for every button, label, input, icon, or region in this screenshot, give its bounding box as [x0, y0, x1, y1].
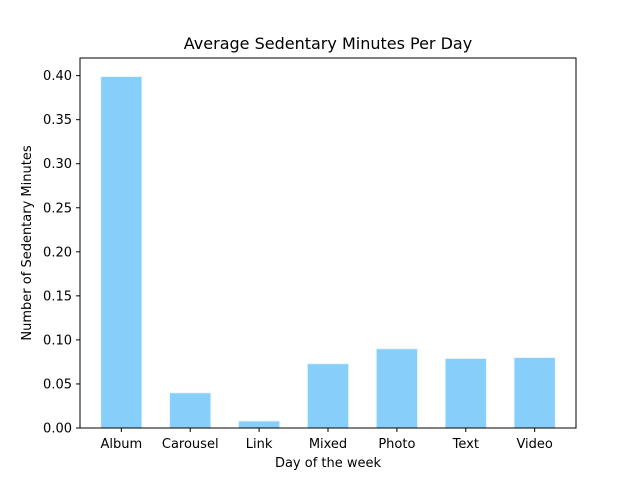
x-tick-label: Video: [516, 437, 552, 452]
y-tick-label: 0.35: [43, 113, 72, 128]
plot-frame: [79, 57, 577, 429]
x-tick-label: Mixed: [309, 437, 347, 452]
bars: [100, 76, 556, 429]
x-axis-label: Day of the week: [275, 456, 382, 471]
y-tick-label: 0.00: [43, 422, 72, 437]
y-tick-label: 0.25: [43, 201, 72, 216]
y-tick-label: 0.40: [43, 69, 72, 84]
plot-area: 0.00 0.05 0.10 0.15 0.20 0.25 0.30 0.35 0.40 Alb…: [43, 57, 577, 452]
y-tick-label: 0.20: [43, 245, 72, 260]
bar-link: [237, 420, 281, 429]
y-tick-label: 0.10: [43, 333, 72, 348]
y-tick-label: 0.15: [43, 289, 72, 304]
bar-photo: [375, 348, 419, 429]
y-axis-label: Number of Sedentary Minutes: [20, 145, 35, 340]
y-axis-ticks: 0.00 0.05 0.10 0.15 0.20 0.25 0.30 0.35 0.40: [43, 69, 80, 437]
x-tick-label: Carousel: [162, 437, 219, 452]
bar-text: [444, 357, 487, 429]
bar-album: [100, 76, 143, 429]
chart-title: Average Sedentary Minutes Per Day: [184, 34, 472, 53]
x-axis-ticks: Album Carousel Link Mixed Photo Text Video: [100, 428, 553, 452]
y-tick-label: 0.30: [43, 157, 72, 172]
x-tick-label: Album: [100, 437, 142, 452]
x-tick-label: Text: [452, 437, 479, 452]
x-tick-label: Photo: [378, 437, 415, 452]
bar-carousel: [169, 392, 212, 429]
bar-video: [513, 357, 556, 429]
y-tick-label: 0.05: [43, 377, 72, 392]
x-tick-label: Link: [246, 437, 273, 452]
bar-mixed: [306, 363, 350, 429]
